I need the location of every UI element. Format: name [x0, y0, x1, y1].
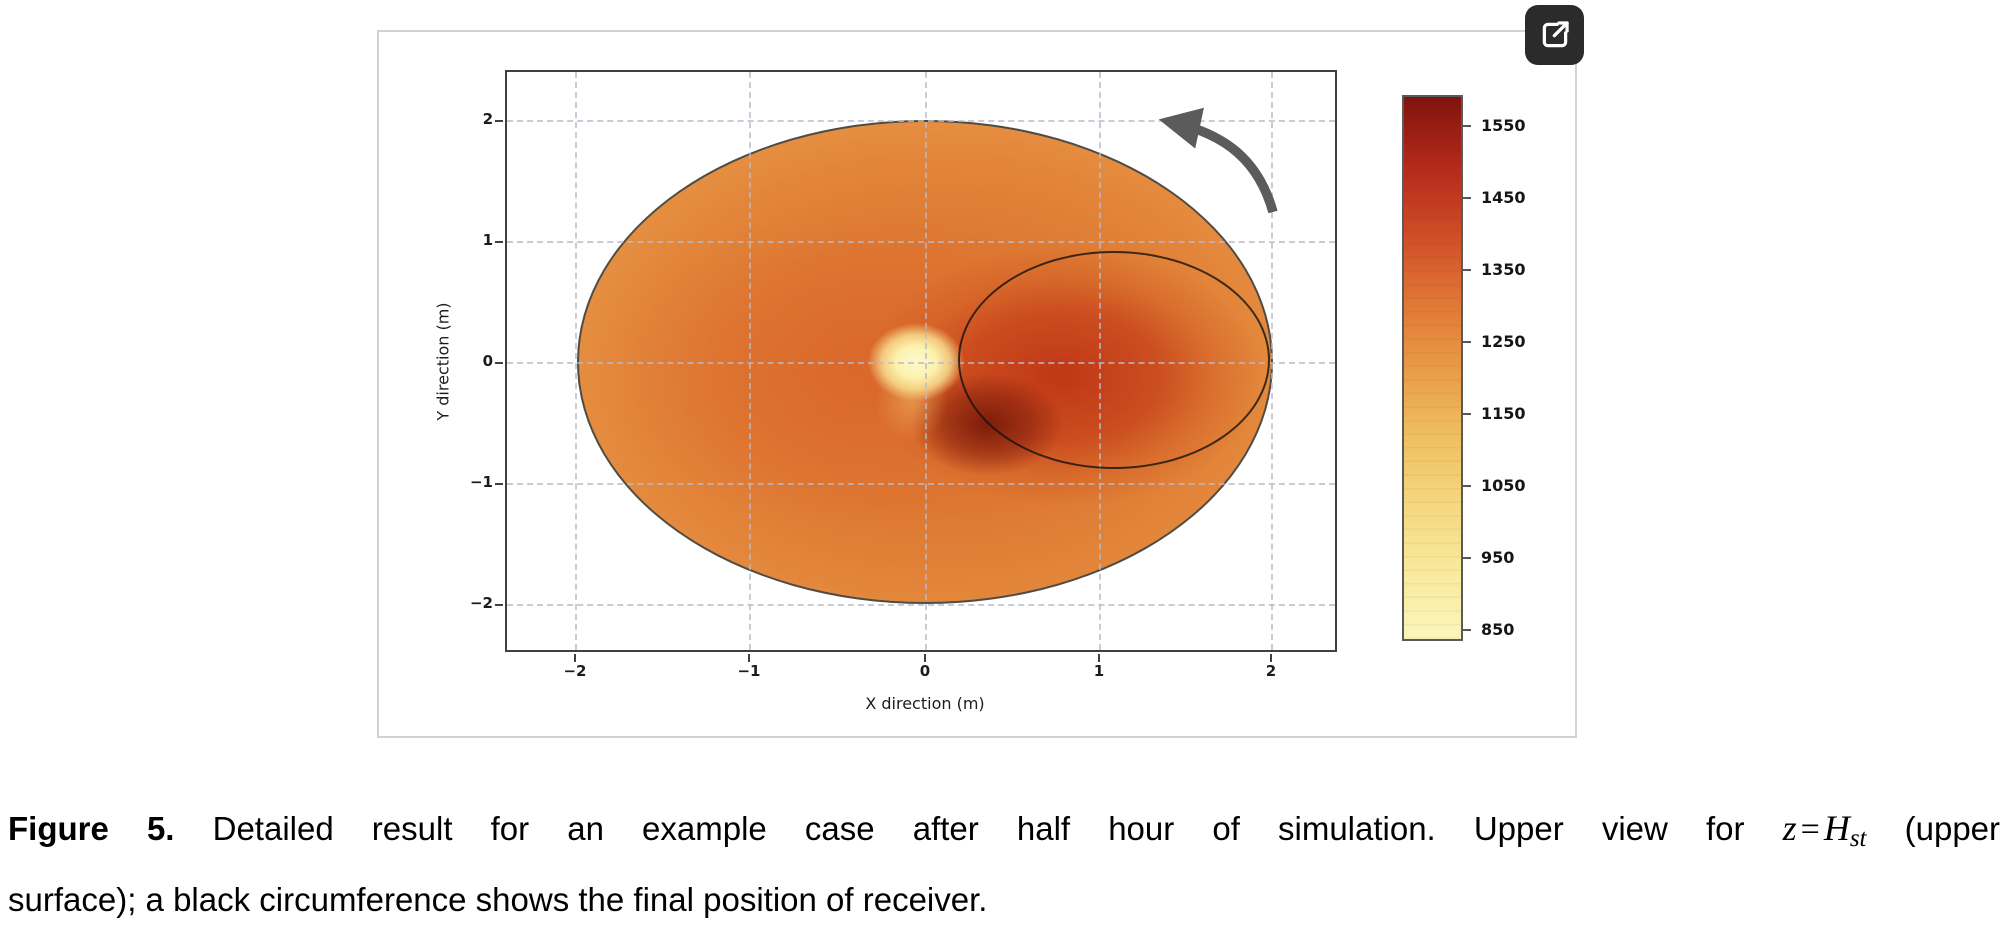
colorbar-tickmark [1463, 629, 1471, 631]
colorbar-tickmark [1463, 485, 1471, 487]
gridline-y-neg1 [507, 483, 1335, 485]
x-axis-title: X direction (m) [865, 694, 985, 713]
gridline-y-neg2 [507, 604, 1335, 606]
x-tickmark [924, 654, 926, 662]
expand-figure-button[interactable] [1525, 5, 1584, 65]
y-tick-label: 0 [482, 352, 493, 370]
y-tick-label: −2 [469, 594, 493, 612]
y-tickmark [495, 604, 503, 606]
gridline-x-0 [925, 72, 927, 650]
colorbar-tickmark [1463, 341, 1471, 343]
caption-math: z = Hst [1782, 808, 1867, 852]
receiver-circle [958, 251, 1270, 469]
colorbar-tickmark [1463, 197, 1471, 199]
gridline-x-neg1 [749, 72, 751, 650]
gridline-y-1 [507, 241, 1335, 243]
caption-text: (upper [1904, 810, 2001, 847]
caption-line-1: Figure 5. Detailed result for an example… [8, 798, 2000, 869]
y-tick-label: −1 [469, 473, 493, 491]
colorbar-tick-label: 1150 [1481, 404, 1526, 423]
caption-text: Detailed result for an example case afte… [212, 810, 1745, 847]
y-tickmark [495, 483, 503, 485]
figure-caption: Figure 5. Detailed result for an example… [8, 798, 2000, 930]
colorbar-tickmark [1463, 557, 1471, 559]
x-tick-label: 0 [919, 662, 931, 680]
caption-figure-label: Figure 5. [8, 810, 175, 847]
gridline-y-0 [507, 362, 1335, 364]
colorbar-tick-label: 1250 [1481, 332, 1526, 351]
colorbar-tickmark [1463, 269, 1471, 271]
x-tickmark [1098, 654, 1100, 662]
y-tickmark [495, 362, 503, 364]
gridline-y-2 [507, 120, 1335, 122]
x-tick-label: 1 [1093, 662, 1105, 680]
colorbar-tick-label: 1350 [1481, 260, 1526, 279]
colorbar-tick-label: 1450 [1481, 188, 1526, 207]
colorbar-tick-label: 1550 [1481, 116, 1526, 135]
y-tick-label: 2 [482, 110, 493, 128]
caption-line-2: surface); a black circumference shows th… [8, 881, 988, 918]
x-tickmark [1270, 654, 1272, 662]
plot-area [505, 70, 1337, 652]
gridline-x-2 [1271, 72, 1273, 650]
figure-panel: −2 −1 0 1 2 2 1 0 −1 −2 X direction (m) … [377, 30, 1577, 738]
colorbar-tick-label: 850 [1481, 620, 1515, 639]
open-in-new-icon [1542, 21, 1569, 48]
y-axis-title: Y direction (m) [433, 302, 453, 421]
y-tick-label: 1 [482, 231, 493, 249]
rotation-arrow-icon [1158, 107, 1278, 214]
colorbar-tickmark [1463, 413, 1471, 415]
x-tickmark [574, 654, 576, 662]
gridline-x-neg2 [575, 72, 577, 650]
x-tick-label: −1 [737, 662, 761, 680]
x-tick-label: −2 [563, 662, 587, 680]
colorbar-tickmark [1463, 125, 1471, 127]
y-tickmark [495, 120, 503, 122]
colorbar-tick-label: 1050 [1481, 476, 1526, 495]
y-tickmark [495, 241, 503, 243]
colorbar-tick-label: 950 [1481, 548, 1515, 567]
x-tick-label: 2 [1265, 662, 1277, 680]
x-tickmark [748, 654, 750, 662]
colorbar [1402, 95, 1463, 641]
